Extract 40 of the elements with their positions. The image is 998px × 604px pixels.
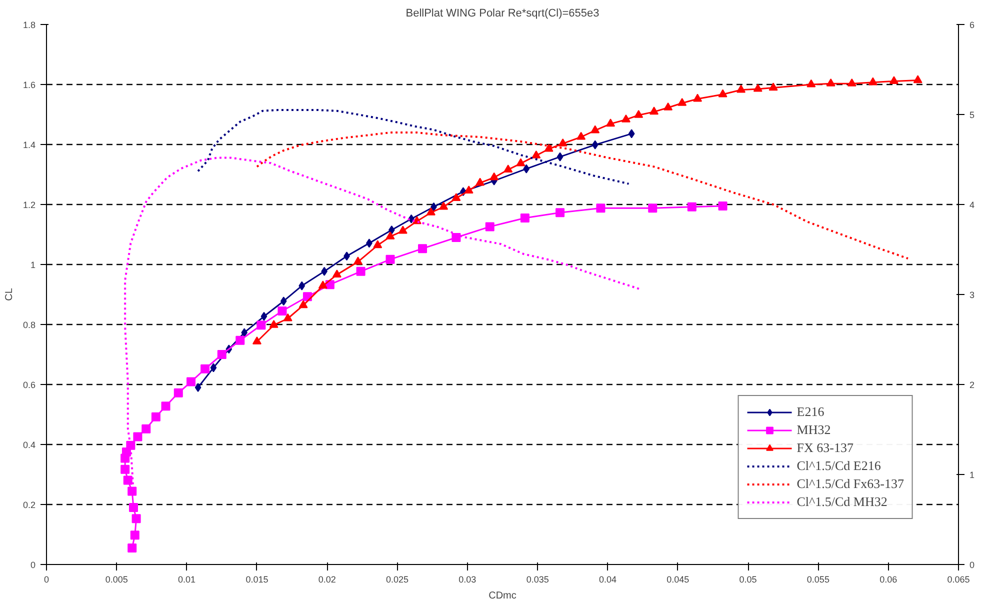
x-axis-title: CDmc: [488, 590, 516, 602]
x-tick-label: 0.02: [318, 574, 336, 584]
y-tick-label: 0.4: [22, 440, 36, 450]
x-tick-label: 0.01: [178, 574, 196, 584]
x-tick-label: 0.005: [105, 574, 128, 584]
y2-tick-label: 2: [970, 380, 975, 390]
y2-tick-label: 5: [970, 110, 975, 120]
chart-title: BellPlat WING Polar Re*sqrt(Cl)=655e3: [406, 8, 600, 20]
x-tick-label: 0.04: [598, 574, 617, 584]
x-tick-label: 0: [44, 574, 50, 584]
y-tick-label: 1.4: [22, 140, 36, 150]
x-tick-label: 0.045: [666, 574, 690, 584]
y2-tick-label: 6: [970, 20, 975, 30]
legend-label: Cl^1.5/Cd E216: [796, 458, 881, 474]
x-tick-label: 0.055: [806, 574, 830, 584]
y-tick-label: 0.2: [22, 500, 36, 510]
y-tick-label: 1: [30, 260, 36, 270]
y2-tick-label: 4: [970, 200, 975, 210]
y-tick-label: 1.2: [22, 200, 36, 210]
y-tick-label: 1.6: [22, 80, 36, 90]
y-tick-label: 1.8: [22, 20, 36, 30]
y-tick-label: 0: [30, 560, 36, 570]
legend-label: FX 63-137: [796, 440, 854, 456]
y-axis-title: CL: [4, 288, 15, 301]
x-tick-label: 0.06: [880, 574, 898, 584]
y2-tick-label: 0: [970, 560, 975, 570]
x-tick-label: 0.065: [947, 574, 970, 584]
legend-label: Cl^1.5/Cd Fx63-137: [796, 476, 904, 492]
x-tick-label: 0.03: [458, 574, 476, 584]
legend-label: Cl^1.5/Cd MH32: [796, 494, 888, 510]
y2-tick-label: 3: [970, 290, 975, 300]
legend-label: MH32: [796, 422, 831, 438]
x-tick-label: 0.035: [526, 574, 549, 584]
x-tick-label: 0.025: [386, 574, 409, 584]
x-tick-label: 0.05: [739, 574, 757, 584]
y2-tick-label: 1: [970, 470, 975, 480]
legend-label: E216: [796, 404, 824, 420]
y-tick-label: 0.6: [22, 380, 36, 390]
y-tick-label: 0.8: [22, 320, 36, 330]
x-tick-label: 0.015: [246, 574, 268, 584]
